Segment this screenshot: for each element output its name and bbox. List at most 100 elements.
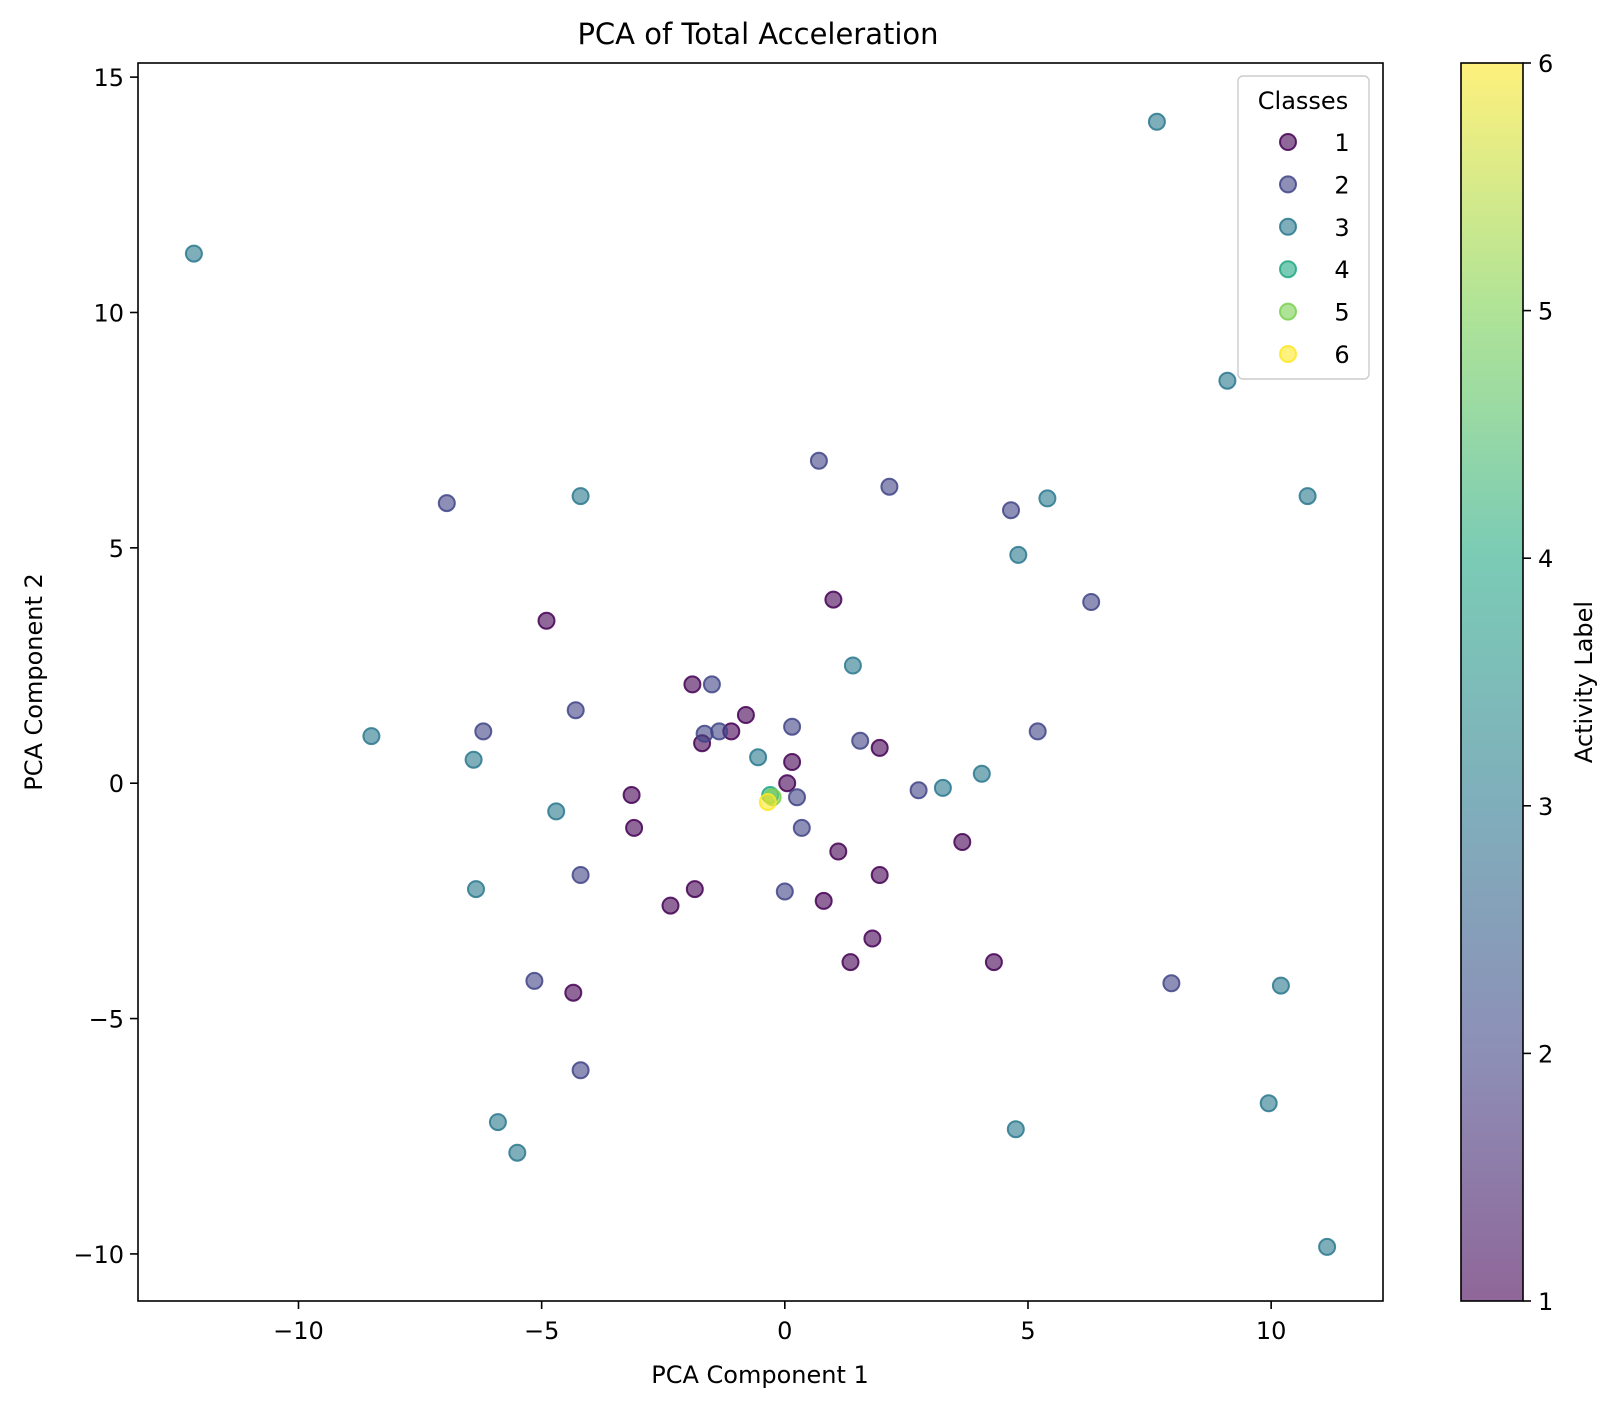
data-point-series-1-20 bbox=[564, 983, 583, 1002]
series-2 bbox=[437, 451, 1181, 1080]
data-point-series-1-19 bbox=[984, 953, 1003, 972]
data-point-series-3-10 bbox=[749, 748, 768, 767]
data-point-series-2-7 bbox=[474, 722, 493, 741]
data-point-series-3-11 bbox=[972, 764, 991, 783]
legend-label-6: 6 bbox=[1334, 341, 1349, 369]
colorbar-ticks: 1 2 3 4 5 6 bbox=[1523, 50, 1553, 1316]
data-point-series-1-18 bbox=[841, 953, 860, 972]
data-point-series-3-14 bbox=[467, 880, 485, 899]
data-point-series-3-2 bbox=[1218, 371, 1237, 390]
x-tick-label-2: 0 bbox=[777, 1317, 792, 1345]
data-point-series-1-5 bbox=[824, 590, 843, 609]
legend-marker-3 bbox=[1279, 217, 1297, 236]
data-point-series-2-0 bbox=[437, 494, 456, 513]
data-point-series-1-1 bbox=[683, 675, 702, 694]
data-point-series-1-13 bbox=[953, 833, 972, 851]
data-point-series-6-0 bbox=[758, 793, 777, 811]
legend-label-5: 5 bbox=[1334, 299, 1349, 327]
data-point-series-1-15 bbox=[661, 896, 680, 915]
data-point-series-1-14 bbox=[685, 880, 704, 899]
data-point-series-3-19 bbox=[1259, 1094, 1278, 1113]
legend-marker-6 bbox=[1279, 345, 1297, 363]
legend-label-4: 4 bbox=[1334, 256, 1349, 284]
data-point-series-1-2 bbox=[736, 706, 755, 724]
data-point-series-3-16 bbox=[488, 1113, 507, 1132]
y-tick-label-3: 5 bbox=[109, 535, 124, 563]
data-point-series-3-18 bbox=[1006, 1120, 1025, 1139]
data-point-series-2-8 bbox=[695, 724, 714, 743]
data-point-series-1-8 bbox=[778, 774, 797, 793]
data-point-series-3-13 bbox=[547, 802, 566, 821]
series-3 bbox=[184, 112, 1337, 1256]
data-point-series-3-8 bbox=[362, 727, 381, 746]
y-axis-label: PCA Component 2 bbox=[20, 573, 48, 791]
data-point-series-3-12 bbox=[933, 778, 952, 797]
data-point-series-3-3 bbox=[1298, 487, 1317, 506]
data-point-series-2-13 bbox=[909, 781, 928, 800]
data-point-series-2-12 bbox=[1028, 722, 1047, 741]
data-point-series-2-20 bbox=[1162, 974, 1181, 993]
series-6 bbox=[758, 793, 777, 811]
x-axis-label: PCA Component 1 bbox=[651, 1361, 869, 1389]
legend: Classes 1 2 3 4 5 6 bbox=[1237, 75, 1370, 380]
data-point-series-2-10 bbox=[783, 717, 802, 736]
colorbar-tick-label-1: 2 bbox=[1538, 1040, 1553, 1068]
y-tick-label-1: −5 bbox=[89, 1006, 124, 1034]
data-point-series-3-20 bbox=[1318, 1237, 1337, 1256]
plot-frame bbox=[137, 62, 1384, 1302]
x-tick-label-1: −5 bbox=[524, 1317, 559, 1345]
data-point-series-2-19 bbox=[571, 1061, 590, 1080]
plot-area bbox=[138, 63, 1383, 1301]
data-point-series-2-3 bbox=[1002, 501, 1020, 520]
colorbar-frame bbox=[1460, 62, 1524, 1302]
y-tick-label-5: 15 bbox=[93, 64, 124, 92]
colorbar-label: Activity Label bbox=[1570, 601, 1598, 763]
data-point-series-1-16 bbox=[814, 891, 833, 910]
data-point-series-1-9 bbox=[622, 786, 641, 804]
legend-box bbox=[1237, 75, 1370, 380]
x-tick-label-3: 5 bbox=[1020, 1317, 1035, 1345]
legend-label-1: 1 bbox=[1334, 129, 1349, 157]
colorbar-tick-label-4: 5 bbox=[1538, 298, 1553, 326]
data-point-series-3-5 bbox=[1038, 489, 1057, 508]
data-points bbox=[184, 112, 1337, 1256]
data-point-series-2-1 bbox=[809, 451, 828, 470]
y-tick-label-0: −10 bbox=[73, 1241, 124, 1269]
data-point-series-1-11 bbox=[829, 842, 848, 861]
colorbar-tick-label-2: 3 bbox=[1538, 793, 1553, 821]
data-point-series-2-6 bbox=[702, 675, 721, 694]
legend-label-3: 3 bbox=[1334, 214, 1349, 242]
data-point-series-2-9 bbox=[710, 722, 729, 741]
colorbar-tick-label-0: 1 bbox=[1538, 1288, 1553, 1316]
y-axis-ticks: −10 −5 0 5 10 15 bbox=[73, 64, 138, 1269]
legend-marker-5 bbox=[1279, 302, 1297, 321]
data-point-series-3-9 bbox=[464, 750, 483, 769]
colorbar-gradient bbox=[1461, 63, 1523, 1301]
data-point-series-1-7 bbox=[783, 753, 802, 771]
data-point-series-2-4 bbox=[1082, 593, 1101, 611]
data-point-series-3-0 bbox=[184, 244, 203, 263]
x-axis-ticks: −10 −5 0 5 10 bbox=[273, 1301, 1286, 1345]
data-point-series-1-6 bbox=[870, 738, 889, 757]
data-point-series-1-10 bbox=[625, 818, 644, 837]
legend-marker-4 bbox=[1279, 260, 1297, 279]
legend-label-2: 2 bbox=[1334, 171, 1349, 199]
data-point-series-2-11 bbox=[851, 731, 870, 750]
y-tick-label-2: 0 bbox=[109, 770, 124, 798]
colorbar-tick-label-5: 6 bbox=[1538, 50, 1553, 78]
data-point-series-2-17 bbox=[775, 882, 794, 901]
data-point-series-3-6 bbox=[1009, 545, 1028, 564]
data-point-series-2-5 bbox=[566, 701, 585, 720]
x-tick-label-0: −10 bbox=[273, 1317, 324, 1345]
data-point-series-3-4 bbox=[571, 487, 590, 506]
x-tick-label-4: 10 bbox=[1256, 1317, 1287, 1345]
legend-marker-2 bbox=[1279, 175, 1297, 194]
data-point-series-3-15 bbox=[1271, 976, 1290, 995]
legend-marker-1 bbox=[1279, 133, 1297, 151]
y-tick-label-4: 10 bbox=[93, 299, 124, 327]
data-point-series-3-7 bbox=[843, 656, 862, 675]
data-point-series-3-1 bbox=[1147, 112, 1166, 131]
data-point-series-2-18 bbox=[525, 971, 544, 990]
data-point-series-1-17 bbox=[863, 929, 882, 948]
data-point-series-2-14 bbox=[788, 788, 806, 807]
